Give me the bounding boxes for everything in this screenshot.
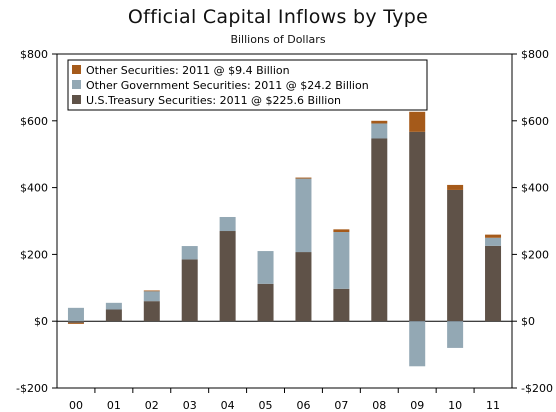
- bar-segment: [219, 216, 236, 232]
- x-tick-label: 01: [107, 399, 121, 412]
- bar-segment: [67, 307, 84, 322]
- bar-segment: [333, 232, 350, 289]
- x-tick-label: 06: [296, 399, 310, 412]
- legend-box: [67, 59, 428, 111]
- bar-segment: [447, 184, 464, 190]
- x-tick-label: 03: [183, 399, 197, 412]
- bar-segment: [105, 302, 122, 310]
- y-tick-label-left: $600: [20, 115, 48, 128]
- bar-segment: [219, 231, 236, 322]
- x-tick-label: 09: [410, 399, 424, 412]
- bar-segment: [257, 251, 274, 284]
- legend-swatch: [72, 95, 81, 104]
- bar-segment: [257, 283, 274, 322]
- chart-subtitle: Billions of Dollars: [230, 33, 326, 46]
- y-tick-label-right: $800: [521, 48, 549, 61]
- legend-swatch: [72, 65, 81, 74]
- y-tick-label-right: $400: [521, 182, 549, 195]
- bar-segment: [447, 321, 464, 348]
- y-tick-label-left: $0: [34, 315, 48, 328]
- bar-segment: [485, 237, 502, 246]
- y-tick-label-right: $0: [521, 315, 535, 328]
- bar-segment: [409, 111, 426, 132]
- bar-segment: [371, 123, 388, 139]
- x-tick-label: 02: [145, 399, 159, 412]
- y-tick-label-left: -$200: [16, 382, 48, 395]
- x-tick-label: 10: [448, 399, 462, 412]
- y-tick-label-right: $600: [521, 115, 549, 128]
- bar-segment: [181, 259, 198, 322]
- bar-segment: [295, 177, 312, 179]
- bar-segment: [295, 252, 312, 322]
- y-tick-label-left: $800: [20, 48, 48, 61]
- bar-segment: [143, 301, 160, 322]
- bar-segment: [67, 321, 84, 323]
- x-tick-label: 04: [221, 399, 235, 412]
- bar-segment: [295, 178, 312, 253]
- legend-swatch: [72, 80, 81, 89]
- chart-title: Official Capital Inflows by Type: [127, 6, 429, 28]
- y-tick-label-right: $200: [521, 248, 549, 261]
- legend-label: Other Securities: 2011 @ $9.4 Billion: [86, 64, 290, 77]
- y-tick-label-left: $400: [20, 182, 48, 195]
- x-tick-label: 11: [486, 399, 500, 412]
- legend: Other Securities: 2011 @ $9.4 Billion Oth…: [67, 59, 428, 111]
- x-tick-label: 00: [69, 399, 83, 412]
- bar-segment: [105, 309, 122, 322]
- bar-segment: [333, 288, 350, 322]
- bar-segment: [143, 290, 160, 292]
- bar-segment: [485, 234, 502, 238]
- bar-segment: [409, 321, 426, 367]
- x-tick-label: 05: [259, 399, 273, 412]
- bar-segment: [447, 189, 464, 322]
- bar-segment: [485, 245, 502, 322]
- bar-segment: [371, 120, 388, 124]
- bar-segment: [181, 246, 198, 260]
- bar-segment: [371, 138, 388, 322]
- bar-segment: [409, 131, 426, 322]
- legend-label: U.S.Treasury Securities: 2011 @ $225.6 B…: [86, 94, 341, 107]
- bar-segment: [143, 291, 160, 302]
- y-tick-label-left: $200: [20, 248, 48, 261]
- y-tick-label-right: -$200: [521, 382, 553, 395]
- x-tick-label: 07: [334, 399, 348, 412]
- x-tick-label: 08: [372, 399, 386, 412]
- bar-segment: [333, 229, 350, 233]
- legend-label: Other Government Securities: 2011 @ $24.…: [86, 79, 369, 92]
- bar-segment: [67, 322, 84, 324]
